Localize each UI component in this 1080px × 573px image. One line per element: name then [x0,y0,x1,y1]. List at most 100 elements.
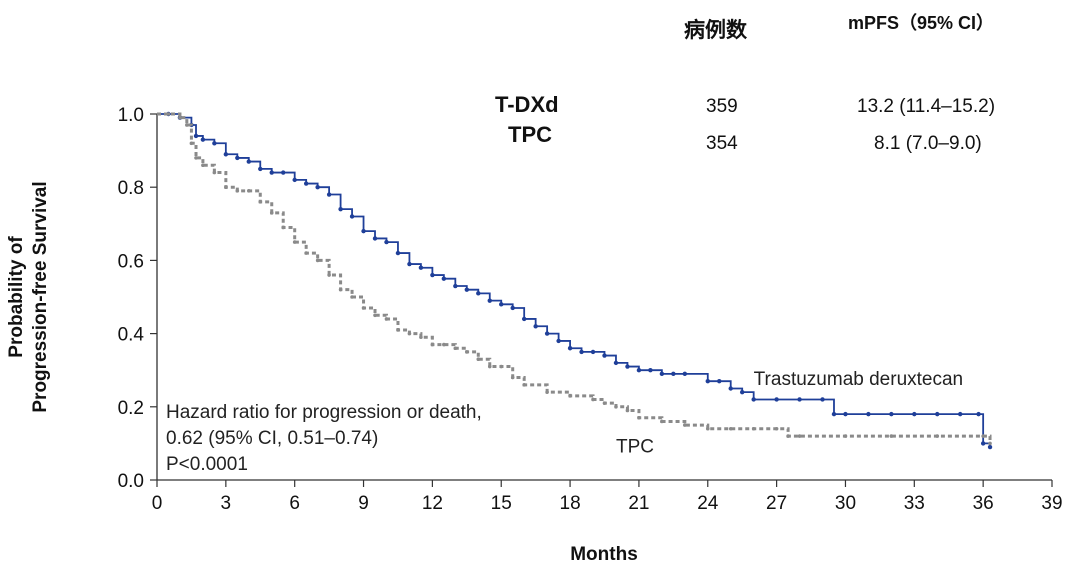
censor-mark [568,394,572,398]
censor-mark [521,316,527,322]
censor-mark [407,261,412,267]
censor-mark [797,397,802,402]
censor-mark [361,306,366,310]
censor-mark [522,383,526,387]
y-axis-label-line2: Progression-free Survival [30,181,51,412]
censor-mark [396,328,400,332]
censor-mark [292,177,297,183]
censor-mark [625,364,630,369]
table-header-mpfs: mPFS（95% CI） [848,13,994,33]
hazard-ratio-line1: Hazard ratio for progression or death, [166,402,482,423]
censor-mark [338,206,343,212]
censor-mark [185,123,189,127]
censor-mark [326,192,332,197]
series-line-tdxd [157,113,991,448]
censor-mark [590,349,596,355]
censor-mark [194,156,198,160]
censor-mark [705,426,710,431]
censor-mark [430,342,435,347]
censor-mark [453,346,458,351]
hazard-ratio-line2: 0.62 (95% CI, 0.51–0.74) [166,428,378,449]
y-tick-label: 1.0 [118,105,144,126]
censor-mark [866,411,871,417]
censor-mark [235,189,240,193]
censor-mark [510,305,515,311]
censor-mark [728,426,733,431]
censor-mark [224,185,228,189]
censor-mark [544,331,550,336]
censor-mark [476,291,481,296]
table-header-cases: 病例数 [684,18,748,42]
censor-mark [774,426,779,431]
censor-mark [774,397,779,402]
series-line-tpc [157,112,992,444]
censor-mark [350,295,354,299]
censor-mark [338,287,343,292]
x-tick-label: 6 [289,493,300,514]
censor-mark [442,342,446,347]
censor-mark [476,357,481,362]
censor-mark [980,441,986,446]
censor-mark [441,276,447,281]
x-tick-label: 33 [904,493,925,514]
x-tick-label: 3 [221,493,232,514]
censor-mark [372,236,378,241]
table-mpfs-tdxd: 13.2 (11.4–15.2) [857,96,995,117]
censor-mark [281,170,286,175]
x-tick-label: 30 [835,493,856,514]
censor-mark [258,200,263,204]
censor-mark [889,434,894,438]
censor-mark [281,225,286,230]
y-tick-label: 0.4 [118,325,145,346]
censor-mark [269,211,274,215]
censor-mark [499,302,504,307]
censor-mark [613,360,619,366]
censor-mark [591,397,595,402]
hazard-ratio-line3: P<0.0001 [166,454,248,475]
censor-mark [212,170,217,175]
censor-mark [660,419,664,424]
censor-mark [499,364,504,369]
censor-mark [349,214,355,219]
x-axis-label: Months [570,544,638,565]
censor-mark [465,350,469,354]
censor-mark [659,371,665,377]
censor-mark [430,272,435,278]
censor-mark [407,331,412,336]
censor-mark [751,397,756,402]
censor-mark [602,401,607,405]
censor-mark [464,287,470,292]
censor-mark [178,115,182,120]
censor-mark [831,411,837,417]
x-tick-label: 21 [628,493,649,514]
x-tick-label: 36 [973,493,994,514]
censor-mark [510,375,515,380]
censor-mark [166,112,171,116]
censor-mark [453,283,458,289]
censor-mark [419,335,423,340]
censor-mark [683,423,687,427]
table-cases-tdxd: 359 [706,96,738,117]
table-mpfs-tpc: 8.1 (7.0–9.0) [874,133,982,154]
censor-mark [303,181,309,186]
censor-mark [327,273,331,277]
y-axis-label-line1: Probability of [6,236,27,358]
censor-mark [579,349,584,355]
censor-mark [395,250,401,256]
censor-mark [373,313,377,318]
censor-mark [958,411,963,417]
censor-mark [648,368,653,373]
censor-mark [976,411,981,417]
censor-mark [545,390,549,394]
censor-mark [304,251,308,255]
x-tick-label: 12 [422,493,443,514]
censor-mark [567,346,573,351]
censor-mark [602,353,607,358]
censor-mark [235,155,240,161]
censor-mark [200,137,206,142]
x-tick-label: 24 [697,493,719,514]
y-tick-label: 0.8 [118,178,144,199]
censor-mark [384,239,389,245]
censor-mark [625,408,630,413]
